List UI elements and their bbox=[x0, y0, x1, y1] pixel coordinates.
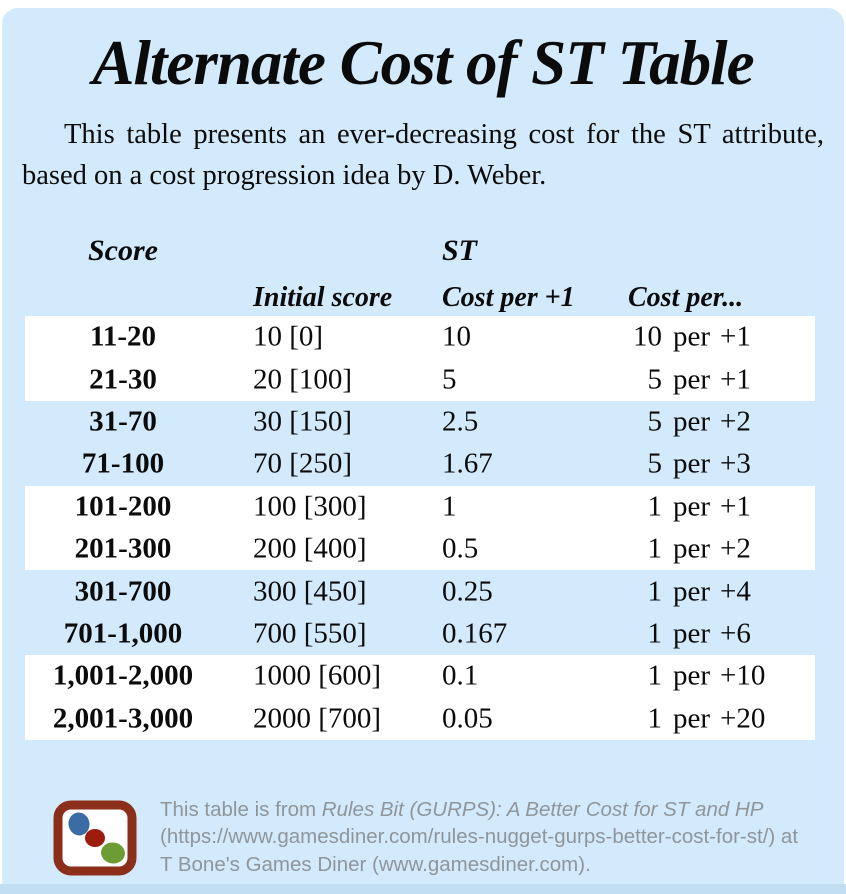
cell-per-word: per bbox=[673, 659, 711, 692]
cell-per-cost: 1 bbox=[647, 659, 663, 692]
cell-per-word: per bbox=[673, 532, 711, 565]
cell-initial-score: 30 [150] bbox=[253, 405, 353, 438]
logo-red-stone-icon bbox=[85, 829, 105, 847]
cell-cost-per-plus1: 0.1 bbox=[442, 659, 479, 692]
col-header-score: Score bbox=[88, 234, 158, 267]
cell-cost-per-plus1: 1.67 bbox=[442, 447, 493, 480]
cell-cost-per-plus1: 0.167 bbox=[442, 617, 508, 650]
table-row: 1,001-2,000 1000 [600] 0.1 1 per +10 bbox=[25, 655, 815, 698]
table-body: 11-20 10 [0] 10 10 per +1 21-30 20 [100] 5 5 per +1… bbox=[25, 316, 815, 740]
cell-per-word: per bbox=[673, 617, 711, 650]
cell-score-range: 2,001-3,000 bbox=[52, 702, 194, 735]
cell-per-cost: 1 bbox=[647, 490, 663, 523]
table-row: 701-1,000 700 [550] 0.167 1 per +6 bbox=[25, 613, 815, 655]
cell-per-step: +2 bbox=[720, 532, 751, 565]
cell-per-step: +4 bbox=[720, 575, 751, 608]
table-row: 21-30 20 [100] 5 5 per +1 bbox=[25, 358, 815, 401]
table-row: 2,001-3,000 2000 [700] 0.05 1 per +20 bbox=[25, 697, 815, 740]
cell-per-step: +20 bbox=[720, 702, 766, 735]
cell-per-cost: 10 bbox=[633, 320, 662, 353]
col-header-cost-per-plus1: Cost per +1 bbox=[442, 282, 575, 313]
cell-initial-score: 2000 [700] bbox=[253, 702, 382, 735]
cell-per-cost: 1 bbox=[647, 532, 663, 565]
intro-paragraph: This table presents an ever-decreasing c… bbox=[22, 119, 824, 192]
cell-initial-score: 1000 [600] bbox=[253, 659, 382, 692]
cell-cost-per-plus1: 0.5 bbox=[442, 532, 479, 565]
credit-text: This table is from Rules Bit (GURPS): A … bbox=[160, 796, 828, 878]
cell-per-cost: 5 bbox=[647, 363, 663, 396]
cell-score-range: 71-100 bbox=[81, 447, 165, 480]
cell-per-cost: 1 bbox=[647, 575, 663, 608]
cell-score-range: 701-1,000 bbox=[63, 617, 183, 650]
cell-score-range: 1,001-2,000 bbox=[52, 659, 194, 692]
cell-score-range: 21-30 bbox=[89, 363, 157, 396]
cell-per-step: +1 bbox=[720, 363, 751, 396]
table-row: 11-20 10 [0] 10 10 per +1 bbox=[25, 316, 815, 359]
page-title: Alternate Cost of ST Table bbox=[92, 28, 754, 98]
games-diner-logo bbox=[53, 800, 137, 876]
cell-cost-per-plus1: 5 bbox=[442, 363, 457, 396]
cell-initial-score: 100 [300] bbox=[253, 490, 367, 523]
cell-score-range: 11-20 bbox=[89, 320, 157, 353]
logo-blue-stone-icon bbox=[68, 812, 90, 836]
cell-score-range: 301-700 bbox=[74, 575, 172, 608]
table-row: 301-700 300 [450] 0.25 1 per +4 bbox=[25, 570, 815, 612]
credit-source-title: Rules Bit (GURPS): A Better Cost for ST … bbox=[321, 798, 764, 821]
cell-initial-score: 10 [0] bbox=[253, 320, 324, 353]
cell-cost-per-plus1: 0.05 bbox=[442, 702, 493, 735]
cell-cost-per-plus1: 2.5 bbox=[442, 405, 479, 438]
cell-per-word: per bbox=[673, 363, 711, 396]
cell-per-word: per bbox=[673, 405, 711, 438]
cell-per-cost: 1 bbox=[647, 617, 663, 650]
table-row: 31-70 30 [150] 2.5 5 per +2 bbox=[25, 401, 815, 443]
cell-per-step: +10 bbox=[720, 659, 766, 692]
cell-per-step: +6 bbox=[720, 617, 751, 650]
cell-per-word: per bbox=[673, 575, 711, 608]
cell-per-cost: 5 bbox=[647, 447, 663, 480]
cell-initial-score: 300 [450] bbox=[253, 575, 367, 608]
col-header-initial-score: Initial score bbox=[253, 282, 393, 313]
credit-line3-site: T Bone's Games Diner (www.gamesdiner.com… bbox=[160, 852, 591, 876]
col-header-cost-per: Cost per... bbox=[628, 282, 744, 313]
cell-initial-score: 200 [400] bbox=[253, 532, 367, 565]
cell-score-range: 201-300 bbox=[74, 532, 172, 565]
table-row: 101-200 100 [300] 1 1 per +1 bbox=[25, 485, 815, 528]
logo-green-stone-icon bbox=[101, 842, 125, 864]
cell-initial-score: 20 [100] bbox=[253, 363, 353, 396]
table-row: 71-100 70 [250] 1.67 5 per +3 bbox=[25, 443, 815, 485]
cell-per-cost: 1 bbox=[647, 702, 663, 735]
bottom-edge-strip bbox=[0, 884, 846, 894]
cell-per-step: +2 bbox=[720, 405, 751, 438]
col-header-st-group: ST bbox=[442, 234, 478, 267]
cell-initial-score: 700 [550] bbox=[253, 617, 367, 650]
cell-per-cost: 5 bbox=[647, 405, 663, 438]
cell-cost-per-plus1: 0.25 bbox=[442, 575, 493, 608]
cell-per-step: +3 bbox=[720, 447, 751, 480]
cell-cost-per-plus1: 10 bbox=[442, 320, 471, 353]
credit-line2-url: (https://www.gamesdiner.com/rules-nugget… bbox=[160, 825, 799, 849]
cell-cost-per-plus1: 1 bbox=[442, 490, 457, 523]
credit-line1-prefix: This table is from bbox=[160, 798, 322, 821]
cell-initial-score: 70 [250] bbox=[253, 447, 353, 480]
cell-per-word: per bbox=[673, 320, 711, 353]
cell-per-word: per bbox=[673, 490, 711, 523]
cell-per-step: +1 bbox=[720, 320, 751, 353]
cell-per-step: +1 bbox=[720, 490, 751, 523]
cell-per-word: per bbox=[673, 447, 711, 480]
table-row: 201-300 200 [400] 0.5 1 per +2 bbox=[25, 527, 815, 571]
cell-score-range: 101-200 bbox=[74, 490, 172, 523]
cell-score-range: 31-70 bbox=[89, 405, 157, 438]
cell-per-word: per bbox=[673, 702, 711, 735]
